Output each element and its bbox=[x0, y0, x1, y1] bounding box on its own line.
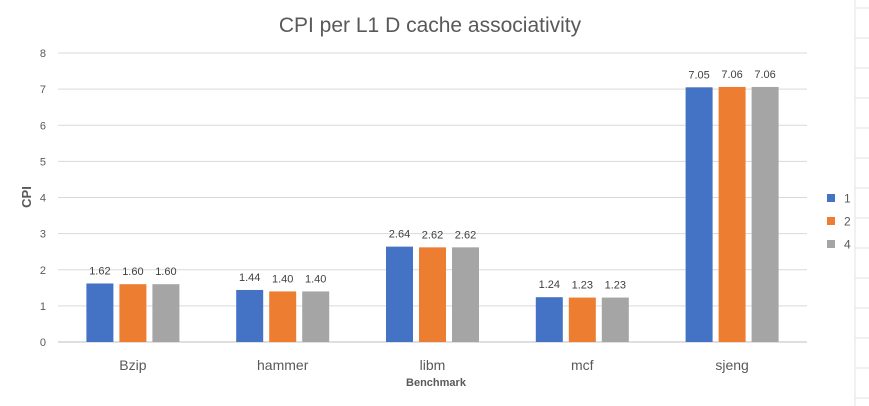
x-tick-label: Bzip bbox=[119, 357, 146, 373]
data-label: 2.62 bbox=[422, 229, 443, 241]
y-axis-ticks: 0 1 2 3 4 5 6 7 8 bbox=[40, 48, 46, 349]
bar-sjeng-series-2 bbox=[718, 86, 746, 343]
bar-Bzip-series-2 bbox=[119, 284, 147, 342]
bar-libm-series-4 bbox=[452, 247, 479, 342]
data-label: 7.06 bbox=[754, 69, 775, 81]
y-tick-label: 8 bbox=[40, 48, 46, 60]
x-axis-ticks: Bzip hammer libm mcf sjeng bbox=[119, 357, 749, 373]
x-tick-label: libm bbox=[420, 357, 446, 373]
bars bbox=[86, 86, 779, 343]
data-label: 1.40 bbox=[305, 273, 326, 285]
data-label: 2.62 bbox=[455, 229, 476, 241]
bar-hammer-series-4 bbox=[302, 291, 330, 342]
data-labels: 1.62 1.60 1.60 1.44 1.40 1.40 2.64 2.62 2.62 1.24… bbox=[89, 69, 776, 292]
y-tick-label: 4 bbox=[40, 193, 46, 205]
legend-swatch-2 bbox=[827, 217, 835, 225]
bar-mcf-series-1 bbox=[535, 297, 563, 342]
y-tick-label: 2 bbox=[40, 265, 46, 277]
y-tick-label: 6 bbox=[40, 120, 46, 132]
legend-swatch-1 bbox=[827, 194, 835, 202]
bar-hammer-series-2 bbox=[269, 291, 297, 342]
bar-mcf-series-2 bbox=[568, 297, 596, 342]
bar-libm-series-2 bbox=[419, 247, 446, 342]
x-axis-label: Benchmark bbox=[406, 377, 467, 389]
data-label: 2.64 bbox=[389, 229, 410, 241]
data-label: 1.60 bbox=[155, 266, 176, 278]
x-tick-label: mcf bbox=[571, 357, 594, 373]
y-tick-label: 1 bbox=[40, 301, 46, 313]
data-label: 1.24 bbox=[539, 279, 560, 291]
legend-label: 4 bbox=[844, 238, 851, 252]
y-tick-label: 0 bbox=[40, 337, 46, 349]
data-label: 1.62 bbox=[89, 265, 110, 277]
data-label: 1.23 bbox=[572, 280, 593, 292]
data-label: 1.40 bbox=[272, 273, 293, 285]
y-tick-label: 3 bbox=[40, 229, 46, 241]
bar-mcf-series-4 bbox=[601, 297, 629, 342]
legend: 1 2 4 bbox=[827, 192, 851, 252]
x-tick-label: sjeng bbox=[715, 357, 748, 373]
data-label: 7.05 bbox=[688, 69, 709, 81]
data-label: 7.06 bbox=[721, 69, 742, 81]
y-tick-label: 7 bbox=[40, 84, 46, 96]
legend-swatch-4 bbox=[827, 240, 835, 248]
bar-Bzip-series-1 bbox=[86, 283, 114, 342]
legend-label: 2 bbox=[844, 215, 851, 229]
bar-libm-series-1 bbox=[386, 246, 413, 342]
y-axis-label: CPI bbox=[19, 186, 34, 208]
y-tick-label: 5 bbox=[40, 156, 46, 168]
bar-sjeng-series-4 bbox=[751, 86, 779, 343]
data-label: 1.60 bbox=[122, 266, 143, 278]
sheet-edge bbox=[854, 0, 869, 406]
bar-Bzip-series-4 bbox=[152, 284, 180, 342]
chart-title: CPI per L1 D cache associativity bbox=[279, 14, 582, 37]
data-label: 1.44 bbox=[239, 272, 260, 284]
bar-hammer-series-1 bbox=[236, 289, 264, 342]
bar-sjeng-series-1 bbox=[685, 87, 713, 342]
legend-label: 1 bbox=[844, 192, 851, 206]
x-tick-label: hammer bbox=[257, 357, 309, 373]
data-label: 1.23 bbox=[605, 280, 626, 292]
